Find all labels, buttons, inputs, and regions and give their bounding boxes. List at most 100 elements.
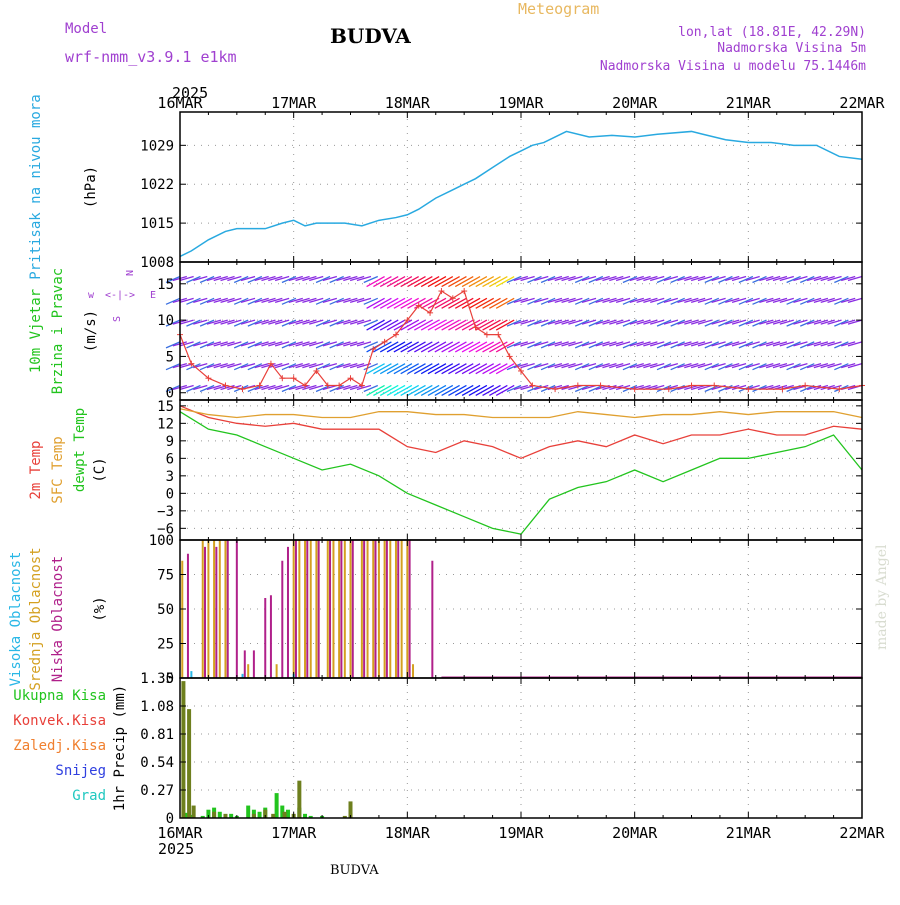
wind-arrow (615, 275, 631, 282)
wind-arrow (718, 384, 733, 393)
wind-arrow (684, 363, 699, 369)
wind-arrow (588, 363, 604, 371)
wind-arrow (336, 341, 351, 347)
wind-arrow (281, 319, 297, 327)
model-name: wrf-nmm_v3.9.1 e1km (65, 48, 237, 66)
precip-legend-item: Zaledj.Kisa (13, 738, 106, 754)
precip-ytick-label: 0.81 (140, 727, 174, 743)
wind-arrow (363, 275, 379, 284)
wind-arrow (274, 363, 290, 369)
wind-arrow (834, 341, 849, 349)
model-label: Model (65, 21, 107, 37)
wind-arrow (386, 319, 406, 331)
wind-arrow (534, 297, 549, 303)
wind-arrow (199, 363, 215, 371)
wind-arrow (268, 341, 283, 347)
wind-arrow (461, 363, 481, 375)
wind-axis-title-2: Brzina i Pravac (50, 268, 66, 394)
wind-arrow (759, 363, 774, 369)
wind-arrow (615, 363, 631, 369)
wind-arrow (677, 319, 692, 325)
wind-arrow (581, 341, 597, 347)
wind-arrow (806, 275, 822, 282)
wind-arrow (779, 275, 794, 282)
wind-arrow (366, 363, 385, 375)
wind-arrow (841, 319, 856, 325)
wind-arrow (468, 275, 488, 288)
wind-arrow (373, 275, 392, 288)
wind-arrow (827, 363, 842, 369)
wind-arrow (745, 341, 760, 347)
wind-arrow (461, 384, 481, 397)
wind-arrow (656, 341, 672, 349)
wind-arrow (684, 341, 699, 347)
wind-arrow (568, 363, 583, 369)
compass-we-arrow: <-|-> (105, 290, 135, 301)
wind-arrow (574, 319, 590, 327)
wind-arrow (506, 297, 522, 305)
wind-arrow (448, 363, 467, 375)
wind-arrow (302, 384, 317, 391)
precip-bar (246, 805, 251, 818)
wind-arrow (179, 319, 194, 325)
wind-arrow (834, 297, 849, 305)
wind-arrow (643, 297, 658, 303)
wind-arrow (179, 275, 194, 282)
wind-arrow (813, 341, 829, 347)
wind-arrow (718, 319, 733, 327)
wind-arrow (329, 275, 344, 284)
precip-bar (282, 811, 287, 818)
precip-ytick-label: 0.54 (140, 755, 174, 771)
wind-arrow (322, 297, 338, 303)
wind-arrow (568, 319, 583, 325)
wind-arrow (690, 363, 706, 369)
wind-arrow (540, 297, 556, 305)
wind-arrow (199, 384, 215, 393)
precip-ytick-label: 1.08 (140, 699, 174, 715)
wind-arrow (697, 319, 713, 325)
wind-arrow (629, 341, 644, 347)
wind-arrow (193, 384, 208, 391)
wind-arrow (670, 297, 685, 305)
wind-arrow (656, 319, 672, 327)
wind-arrow (847, 297, 863, 303)
wind-arrow (461, 275, 481, 288)
wind-arrow (520, 319, 535, 325)
wind-arrow (407, 363, 426, 375)
wind-arrow (690, 341, 706, 347)
precip-bar (257, 811, 262, 818)
wind-arrow (690, 297, 706, 303)
wind-arrow (302, 275, 317, 282)
wind-arrow (349, 297, 365, 303)
wind-arrow (206, 319, 222, 325)
wind-arrow (448, 341, 467, 353)
wind-arrow (186, 297, 201, 305)
wind-arrow (475, 341, 495, 353)
dewpt-axis-title: dewpt Temp (72, 408, 88, 492)
wind-arrow (373, 363, 392, 375)
x-tick-bottom-label: 16MAR (157, 824, 203, 842)
precip-bar (280, 805, 285, 818)
wind-arrow (268, 319, 283, 325)
wind-arrow (704, 363, 720, 371)
wind-arrow (495, 275, 515, 288)
wind-arrow (527, 297, 542, 305)
x-tick-top-label: 19MAR (498, 94, 544, 112)
wind-arrow (827, 297, 842, 303)
pressure-frame (179, 111, 863, 263)
wind-arrow (540, 319, 556, 327)
precip-bar (212, 811, 217, 818)
wind-arrow (454, 319, 474, 331)
wind-arrow (247, 297, 263, 305)
wind-arrow (629, 319, 644, 325)
pressure-axis-title: Pritisak na nivou mora (28, 94, 44, 279)
wind-arrow (213, 363, 228, 369)
compass-n-label: N (123, 270, 134, 276)
wind-arrow (379, 297, 399, 309)
wind-arrow (622, 275, 638, 284)
precip-bar (251, 809, 256, 818)
wind-arrow (527, 341, 542, 349)
wind-arrow (186, 363, 201, 371)
precip-bar (183, 812, 188, 818)
wind-arrow (489, 319, 508, 331)
